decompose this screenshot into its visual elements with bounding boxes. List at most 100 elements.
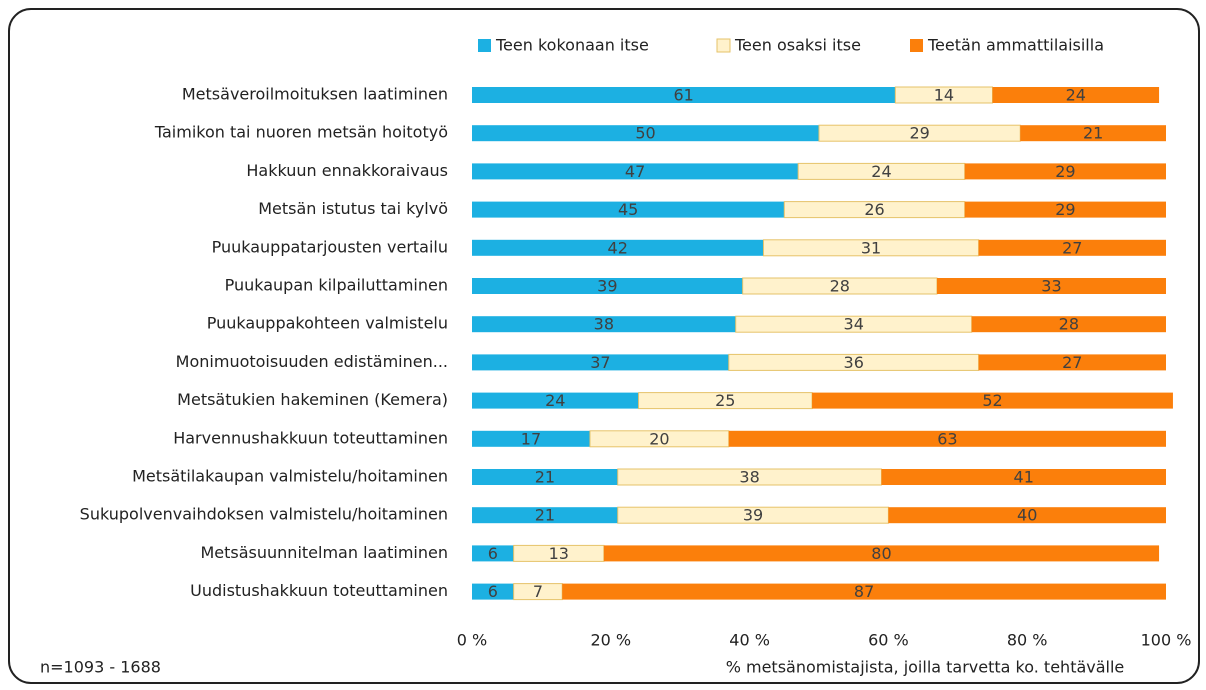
legend-label: Teen kokonaan itse [495, 36, 649, 55]
value-label: 61 [673, 86, 693, 105]
value-label: 28 [830, 277, 850, 296]
bar-segment [728, 430, 1166, 447]
category-label: Monimuotoisuuden edistäminen... [176, 352, 448, 371]
value-label: 39 [597, 277, 617, 296]
bar-segment [812, 392, 1173, 409]
value-label: 63 [937, 429, 957, 448]
value-label: 29 [1055, 200, 1075, 219]
x-tick-label: 80 % [1007, 631, 1048, 650]
value-label: 13 [549, 544, 569, 563]
category-label: Puukauppatarjousten vertailu [212, 237, 448, 256]
value-label: 7 [533, 582, 543, 601]
bar-segment [472, 278, 743, 294]
bar-segment [472, 239, 764, 256]
legend-swatch [910, 39, 923, 52]
value-label: 28 [1059, 315, 1079, 334]
x-tick-label: 20 % [590, 631, 631, 650]
value-label: 26 [864, 200, 884, 219]
note: n=1093 - 1688 [40, 658, 161, 677]
bar-segment [589, 430, 730, 448]
value-label: 29 [909, 124, 929, 143]
bar-segment [472, 469, 618, 485]
value-label: 45 [618, 200, 638, 219]
category-label: Metsäveroilmoituksen laatiminen [182, 85, 448, 104]
bar-segment [472, 163, 799, 180]
value-label: 87 [854, 582, 874, 601]
value-label: 37 [590, 353, 610, 372]
bar-segment [472, 354, 729, 371]
legend-label: Teetän ammattilaisilla [927, 36, 1104, 55]
x-tick-label: 100 % [1141, 631, 1192, 650]
value-label: 24 [545, 391, 565, 410]
value-label: 36 [844, 353, 864, 372]
category-label: Metsätilakaupan valmistelu/hoitaminen [132, 467, 448, 486]
bar-segment [617, 468, 882, 486]
value-label: 42 [608, 238, 628, 257]
value-label: 31 [861, 238, 881, 257]
value-label: 50 [635, 124, 655, 143]
bar-segment [472, 583, 514, 600]
bar-segment [603, 545, 1160, 562]
value-label: 29 [1055, 162, 1075, 181]
bar-segment [978, 354, 1166, 371]
bar-segment [881, 469, 1166, 485]
value-label: 14 [934, 86, 954, 105]
category-label: Sukupolvenvaihdoksen valmistelu/hoitamin… [80, 505, 448, 524]
x-tick-label: 0 % [457, 631, 487, 650]
value-label: 6 [488, 582, 498, 601]
value-label: 21 [535, 506, 555, 525]
category-label: Hakkuun ennakkoraivaus [246, 161, 448, 180]
bar-segment [562, 583, 1166, 600]
bar-segment [888, 507, 1166, 524]
category-label: Puukaupan kilpailuttaminen [225, 276, 448, 295]
category-label: Puukauppakohteen valmistelu [207, 314, 448, 333]
bar-segment [992, 87, 1160, 103]
x-axis-label: % metsänomistajista, joilla tarvetta ko.… [726, 658, 1125, 677]
value-label: 38 [739, 468, 759, 487]
bar-segment [936, 278, 1166, 294]
value-label: 20 [649, 429, 669, 448]
bar-segment [472, 507, 618, 524]
legend-swatch [716, 38, 731, 53]
x-tick-label: 60 % [868, 631, 909, 650]
bar-segment [472, 125, 819, 142]
bar-segment [978, 239, 1166, 256]
value-label: 27 [1062, 353, 1082, 372]
bar-segment [472, 201, 785, 218]
value-label: 17 [521, 429, 541, 448]
category-label: Harvennushakkuun toteuttaminen [173, 428, 448, 447]
value-label: 38 [594, 315, 614, 334]
bar-segment [964, 201, 1166, 218]
x-tick-label: 40 % [729, 631, 770, 650]
bar-segment [472, 392, 639, 409]
value-label: 33 [1041, 277, 1061, 296]
value-label: 24 [1066, 86, 1086, 105]
value-label: 34 [844, 315, 864, 334]
category-label: Metsän istutus tai kylvö [258, 199, 448, 218]
bar-segment [472, 430, 590, 447]
legend-label: Teen osaksi itse [734, 36, 861, 55]
bar-segment [472, 545, 514, 562]
category-label: Uudistushakkuun toteuttaminen [190, 581, 448, 600]
value-label: 25 [715, 391, 735, 410]
category-label: Metsätukien hakeminen (Kemera) [177, 390, 448, 409]
bar-segment [472, 87, 896, 103]
value-label: 24 [871, 162, 891, 181]
category-label: Metsäsuunnitelman laatiminen [200, 543, 448, 562]
value-label: 6 [488, 544, 498, 563]
value-label: 40 [1017, 506, 1037, 525]
category-label: Taimikon tai nuoren metsän hoitotyö [154, 123, 448, 142]
value-label: 39 [743, 506, 763, 525]
value-label: 47 [625, 162, 645, 181]
bar-segment [472, 316, 736, 333]
legend-swatch [478, 39, 491, 52]
value-label: 21 [535, 468, 555, 487]
value-label: 27 [1062, 238, 1082, 257]
bar-segment [1020, 125, 1166, 142]
value-label: 41 [1014, 468, 1034, 487]
frame [8, 8, 1200, 684]
bar-segment [971, 316, 1166, 333]
value-label: 80 [871, 544, 891, 563]
bar-segment [964, 163, 1166, 180]
